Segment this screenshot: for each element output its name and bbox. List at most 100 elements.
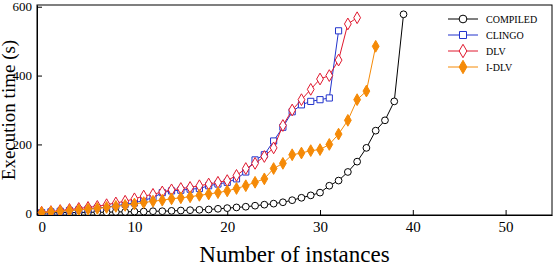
x-axis-title: Number of instances xyxy=(199,242,389,267)
series-marker xyxy=(307,145,314,157)
x-tick-label: 50 xyxy=(499,219,514,235)
series-marker xyxy=(224,205,231,212)
series-marker xyxy=(354,12,361,24)
series-marker xyxy=(298,147,305,159)
series-marker xyxy=(354,158,361,165)
x-tick: 40 xyxy=(406,210,421,235)
series-marker xyxy=(326,182,333,189)
series-marker xyxy=(344,169,351,176)
series-marker xyxy=(205,188,212,200)
series-marker xyxy=(317,73,324,85)
y-tick-mark xyxy=(37,144,42,145)
series-marker xyxy=(344,18,351,30)
series-marker xyxy=(159,208,166,215)
series-marker xyxy=(57,205,64,215)
series-marker xyxy=(270,163,277,175)
series-marker xyxy=(75,204,82,215)
series-marker xyxy=(159,194,166,206)
series-marker xyxy=(307,83,314,95)
series-marker xyxy=(326,70,333,82)
series-marker xyxy=(363,144,370,151)
series-marker xyxy=(335,128,342,140)
series-marker xyxy=(38,207,45,215)
y-tick-label: 0 xyxy=(26,206,33,221)
plot-frame xyxy=(37,5,552,215)
series-marker xyxy=(326,95,332,101)
series-marker xyxy=(242,163,249,175)
series-marker xyxy=(168,207,175,214)
x-tick-label: 40 xyxy=(406,219,421,235)
legend-label: I-DLV xyxy=(486,62,513,73)
series-marker xyxy=(233,170,240,182)
series-marker xyxy=(187,207,194,214)
x-tick: 30 xyxy=(313,210,328,235)
series-marker xyxy=(289,149,296,161)
series-marker xyxy=(289,104,296,116)
series-marker xyxy=(150,208,157,215)
series-marker xyxy=(289,197,296,204)
y-tick-label: 600 xyxy=(13,0,33,14)
series-marker xyxy=(233,204,240,211)
series-marker xyxy=(280,199,287,206)
x-tick: 20 xyxy=(220,210,235,235)
series-marker xyxy=(317,97,323,103)
series-group xyxy=(38,11,407,215)
series-marker xyxy=(363,85,370,97)
series-marker xyxy=(187,191,194,203)
y-tick-mark xyxy=(37,76,42,77)
series-marker xyxy=(48,206,55,215)
series-line xyxy=(42,18,357,213)
legend-item: CLINGO xyxy=(448,30,524,41)
plot: 010203040500200400600COMPILEDCLINGODLVI-… xyxy=(13,0,553,235)
legend-marker xyxy=(459,15,467,23)
series-marker xyxy=(168,193,175,205)
series-marker xyxy=(242,180,249,192)
series-marker xyxy=(317,144,324,156)
legend-item: COMPILED xyxy=(448,14,537,25)
series-line xyxy=(42,31,339,213)
series-marker xyxy=(307,192,314,199)
x-tick-label: 30 xyxy=(313,219,328,235)
series-marker xyxy=(280,120,287,132)
series-marker xyxy=(261,201,268,208)
legend-item: DLV xyxy=(448,44,506,57)
series-marker xyxy=(48,206,55,215)
x-tick-label: 0 xyxy=(38,219,46,235)
chart: 010203040500200400600COMPILEDCLINGODLVI-… xyxy=(0,0,555,268)
series-marker xyxy=(252,176,259,188)
series-marker xyxy=(38,206,45,215)
series-marker xyxy=(140,197,147,209)
series-line xyxy=(42,14,404,213)
series-marker xyxy=(122,199,129,211)
series-marker xyxy=(150,195,157,207)
series-marker xyxy=(317,189,324,196)
x-tick-mark xyxy=(506,210,507,215)
series-marker xyxy=(391,98,398,105)
series-marker xyxy=(252,202,259,209)
y-tick-mark xyxy=(37,7,42,8)
series-marker xyxy=(242,203,249,210)
series-marker xyxy=(103,202,110,214)
legend-label: COMPILED xyxy=(486,14,537,25)
series-marker xyxy=(261,151,268,163)
series-marker xyxy=(344,114,351,126)
series-marker xyxy=(112,201,119,213)
series-marker xyxy=(205,206,212,213)
series-marker xyxy=(196,189,203,201)
x-tick-mark xyxy=(413,210,414,215)
series-marker xyxy=(400,11,407,18)
series-marker xyxy=(372,40,379,52)
legend-marker xyxy=(459,44,467,57)
series-marker xyxy=(326,139,333,151)
series-marker xyxy=(215,205,222,212)
legend-item: I-DLV xyxy=(448,60,513,73)
series-line xyxy=(42,46,376,212)
series-marker xyxy=(233,183,240,195)
series-marker xyxy=(252,157,259,169)
series-marker xyxy=(335,28,341,34)
series-marker xyxy=(215,187,222,199)
series-marker xyxy=(354,94,361,106)
series-marker xyxy=(270,142,277,154)
series-marker xyxy=(382,117,389,124)
series-marker xyxy=(298,194,305,201)
